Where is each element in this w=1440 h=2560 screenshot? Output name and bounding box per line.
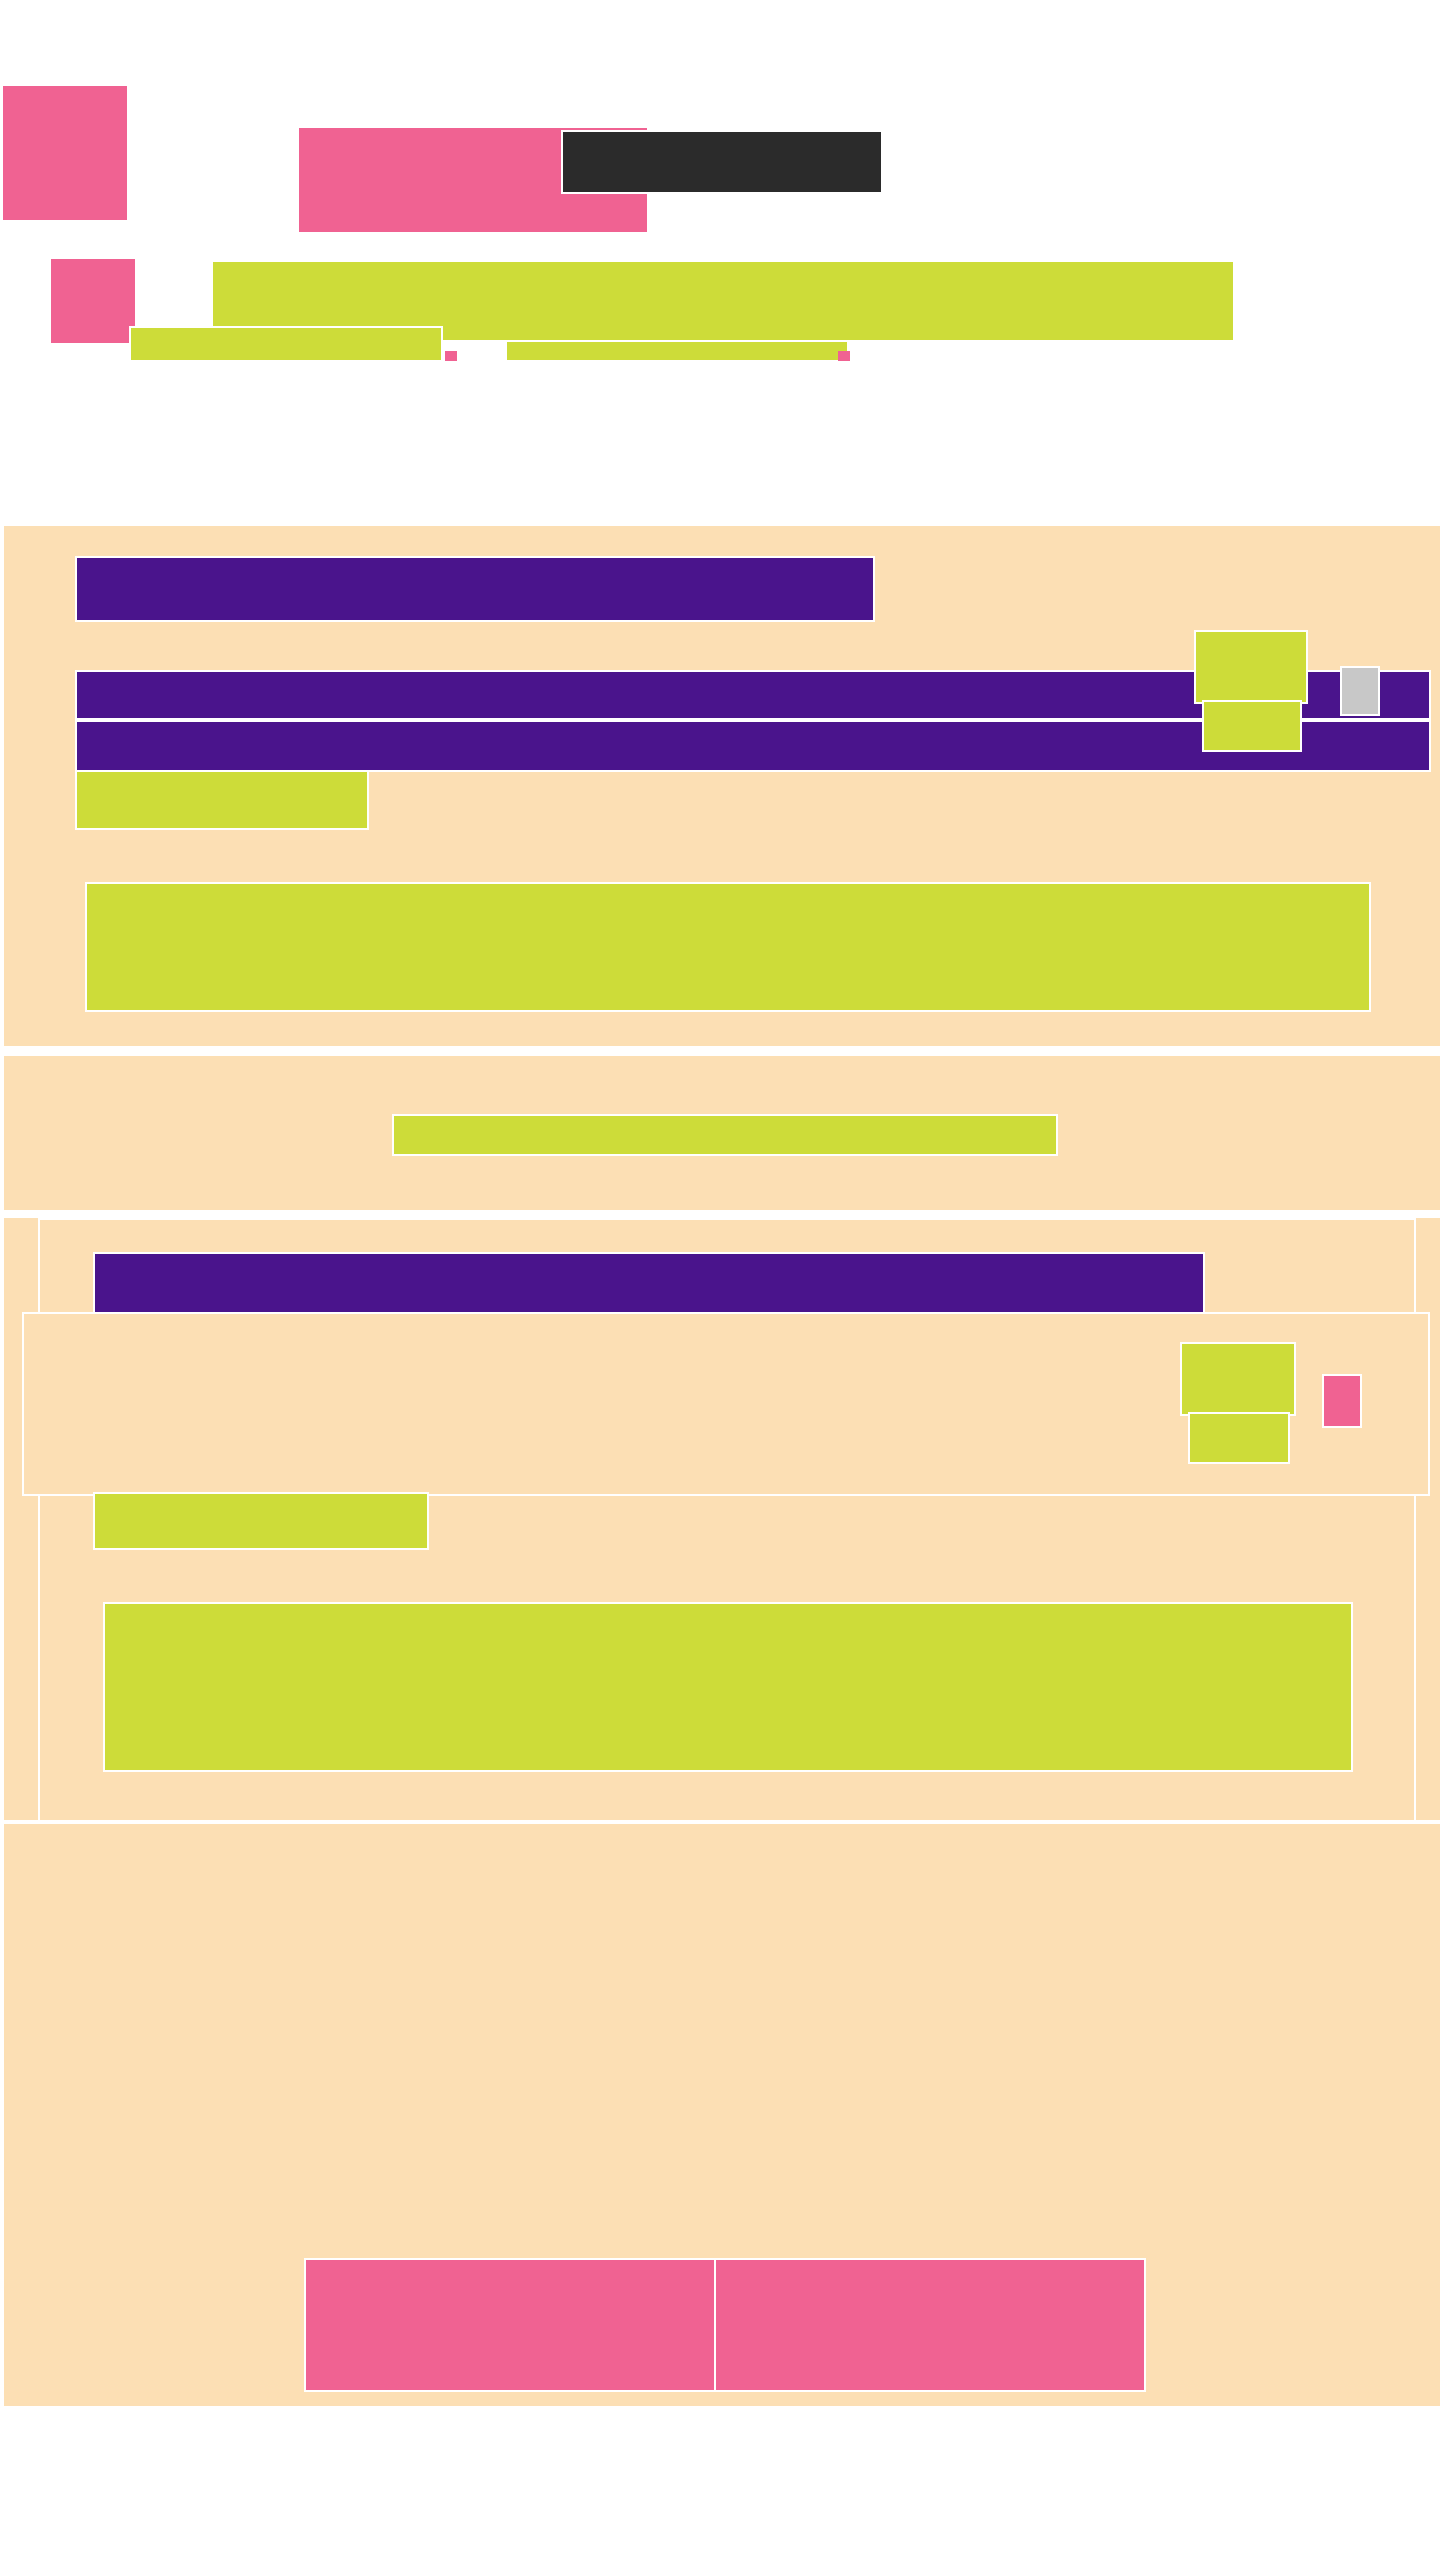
- panel-2-card: [38, 1218, 1416, 1822]
- panel-1: [2, 524, 1440, 1048]
- title-bar: [561, 130, 883, 194]
- panel-2-row[interactable]: [22, 1312, 1430, 1496]
- panel-2-meta: [93, 1492, 429, 1550]
- footer-panel: [2, 1822, 1440, 2408]
- account-link-2[interactable]: [505, 340, 849, 362]
- account-link-1[interactable]: [129, 326, 443, 362]
- panel-1-heading: [75, 556, 875, 622]
- panel-1-badge-bottom: [1202, 700, 1302, 752]
- panel-1-content: [85, 882, 1371, 1012]
- panel-2-badge-top[interactable]: [1180, 1342, 1296, 1416]
- banner-text-bar[interactable]: [392, 1114, 1058, 1156]
- account-link-1-marker: [445, 351, 457, 361]
- panel-1-meta: [75, 770, 369, 830]
- account-link-2-marker: [838, 351, 850, 361]
- panel-2: [2, 1216, 1440, 1822]
- footer-button-2[interactable]: [714, 2258, 1146, 2392]
- avatar-icon[interactable]: [51, 259, 135, 343]
- panel-2-content: [103, 1602, 1353, 1772]
- panel-2-badge-bottom: [1188, 1412, 1290, 1464]
- app-logo-icon[interactable]: [3, 86, 127, 220]
- panel-1-badge-top[interactable]: [1194, 630, 1308, 704]
- footer-button-1[interactable]: [304, 2258, 720, 2392]
- panel-2-heading: [93, 1252, 1205, 1318]
- banner: [2, 1054, 1440, 1212]
- toggle-icon[interactable]: [1340, 666, 1380, 716]
- flag-icon[interactable]: [1322, 1374, 1362, 1428]
